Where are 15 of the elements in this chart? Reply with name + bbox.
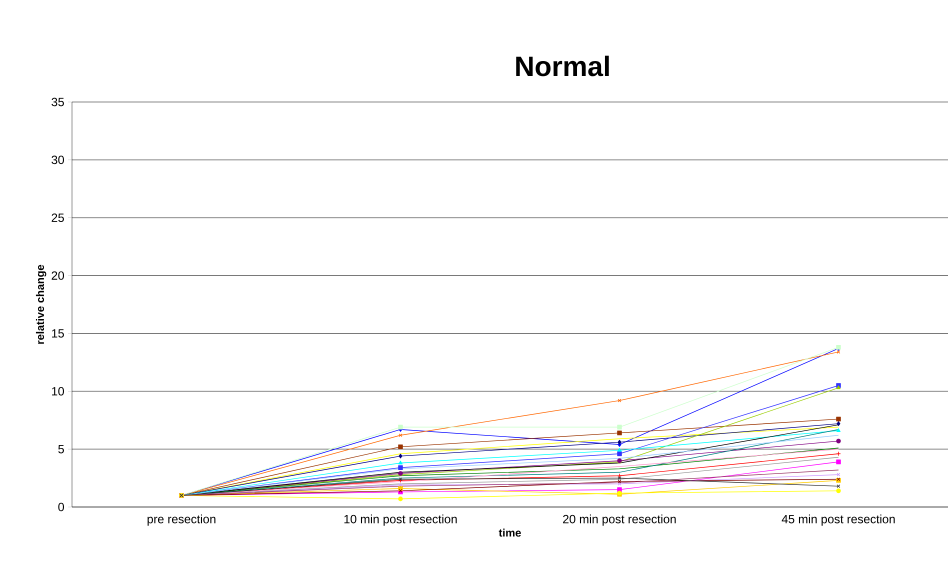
x-tick-label: 20 min post resection [563, 514, 676, 526]
y-tick-label: 5 [58, 444, 64, 454]
y-tick-label: 30 [52, 156, 64, 164]
x-axis-title: time [498, 528, 521, 537]
x-tick-label: 45 min post resection [782, 514, 895, 526]
y-tick-label: 0 [58, 502, 64, 512]
y-tick-label: 15 [52, 329, 64, 338]
y-axis-title: relative change [36, 264, 46, 344]
x-tick-label: 10 min post resection [344, 514, 457, 526]
chart-title: Normal [516, 56, 609, 76]
x-tick-label: pre resection [148, 514, 216, 526]
y-tick-label: 35 [52, 98, 64, 106]
y-tick-label: 10 [52, 387, 64, 396]
y-tick-label: 20 [52, 271, 64, 280]
y-tick-label: 25 [52, 213, 64, 222]
